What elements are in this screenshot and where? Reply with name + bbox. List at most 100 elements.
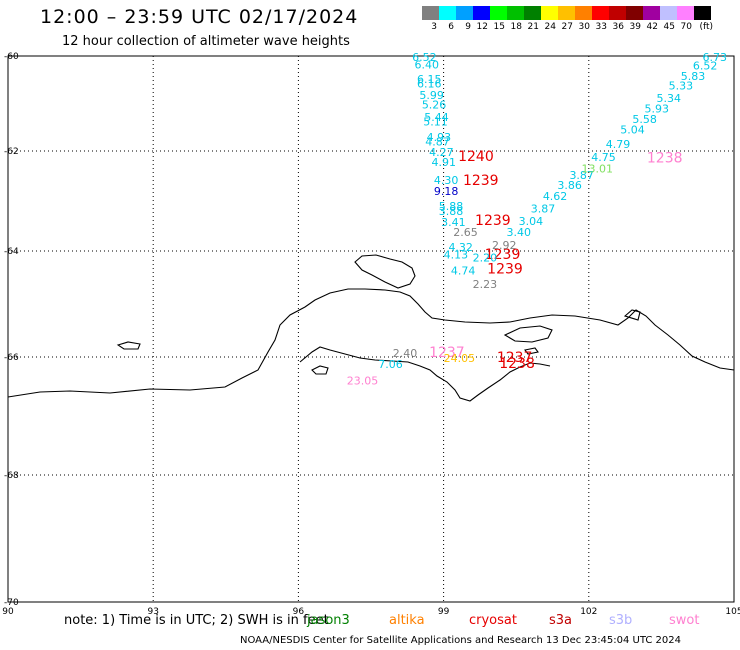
colorbar-label: (ft)	[699, 22, 713, 32]
map-title: 12:00 – 23:59 UTC 02/17/2024	[40, 6, 359, 28]
colorbar-label: 6	[448, 22, 454, 32]
colorbar-swatch	[422, 6, 439, 20]
colorbar-label: 27	[561, 22, 573, 32]
wave-height-label: 6.52	[412, 51, 437, 64]
wave-height-label: 4.74	[451, 265, 476, 278]
wave-height-label: 1239	[485, 247, 521, 263]
wave-height-label: 3.87	[569, 169, 594, 182]
colorbar-label: 45	[663, 22, 675, 32]
wave-height-label: 4.27	[429, 146, 454, 159]
colorbar-swatch	[609, 6, 626, 20]
wave-height-label: 1239	[463, 173, 499, 189]
wave-height-label: 5.44	[424, 111, 449, 124]
wave-height-label: 5.99	[419, 89, 444, 102]
wave-height-label: 6.15	[417, 73, 442, 86]
colorbar-label: 33	[595, 22, 607, 32]
wave-height-label: 3.40	[507, 226, 532, 239]
wave-height-label: 4.30	[434, 174, 459, 187]
lon-tick-label: 90	[2, 607, 14, 617]
lon-tick-label: 96	[293, 607, 305, 617]
wave-height-label: 13.01	[582, 163, 614, 176]
wave-height-label: 6.16	[417, 78, 442, 91]
wave-height-label: 4.13	[444, 249, 469, 262]
lon-tick-label: 93	[147, 607, 158, 617]
colorbar-swatch	[507, 6, 524, 20]
wave-height-label: 6.40	[415, 59, 440, 72]
wave-height-label: 23.05	[347, 375, 379, 388]
map-grid	[8, 56, 734, 602]
colorbar-label: 9	[465, 22, 471, 32]
mission-altika: altika	[389, 613, 425, 628]
colorbar-swatch	[456, 6, 473, 20]
colorbar-swatch	[490, 6, 507, 20]
wave-height-label: 5.33	[669, 79, 694, 92]
wave-height-label: 5.88	[439, 200, 464, 213]
colorbar-swatch	[575, 6, 592, 20]
colorbar-swatch	[439, 6, 456, 20]
wave-height-label: 4.32	[448, 241, 473, 254]
lat-tick-label: -70	[4, 598, 19, 608]
lat-tick-label: -62	[4, 147, 19, 157]
lat-tick-label: -66	[4, 353, 19, 363]
colorbar-swatch	[473, 6, 490, 20]
island-east	[503, 325, 553, 343]
colorbar-label: 18	[510, 22, 522, 32]
coastline-inner	[299, 346, 551, 402]
wave-height-label: 3.41	[441, 216, 466, 229]
lat-tick-label: -64	[4, 247, 19, 257]
colorbar-swatch	[660, 6, 677, 20]
wave-height-label: 5.58	[632, 113, 657, 126]
wave-height-label: 3.04	[519, 215, 544, 228]
wave-height-label: 1237	[429, 345, 465, 361]
colorbar-swatch	[694, 6, 711, 20]
wave-height-label: 2.23	[473, 278, 498, 291]
wave-height-label: 1240	[458, 149, 494, 165]
wave-height-label: 5.93	[644, 102, 669, 115]
lat-tick-label: -68	[4, 471, 19, 481]
colorbar-label: 36	[612, 22, 624, 32]
wave-height-observations: 6.526.406.156.165.995.265.445.114.934.87…	[347, 51, 727, 388]
mission-cryosat: cryosat	[469, 613, 517, 628]
wave-height-label: 1239	[475, 213, 511, 229]
axis-labels: 90 93 96 99 102 105 -60 -62 -64 -66 -68 -70	[2, 52, 740, 617]
lat-tick-label: -60	[4, 52, 19, 62]
wave-height-label: 2.92	[492, 239, 517, 252]
wave-height-label: 5.83	[681, 70, 706, 83]
wave-height-label: 5.11	[423, 116, 448, 129]
wave-height-label: 4.62	[543, 190, 568, 203]
mission-s3a: s3a	[549, 613, 573, 628]
island-tiny	[524, 347, 539, 355]
wave-height-label: 1239	[487, 262, 523, 278]
island-small	[311, 365, 329, 375]
wave-height-label: 4.87	[425, 136, 450, 149]
coastline	[7, 254, 735, 402]
colorbar-swatch	[626, 6, 643, 20]
wave-height-label: 9.18	[434, 185, 459, 198]
mission-swot: swot	[669, 613, 700, 628]
wave-height-label: 5.34	[657, 92, 682, 105]
cape-east	[623, 309, 641, 321]
colorbar-label: 39	[629, 22, 641, 32]
wave-height-label: 4.91	[432, 156, 457, 169]
wave-height-label: 1238	[647, 151, 683, 167]
map-frame	[7, 55, 735, 603]
wave-height-colorbar	[422, 6, 711, 20]
wave-height-label: 4.79	[606, 138, 631, 151]
colorbar-swatch	[541, 6, 558, 20]
footnote-text: note: 1) Time is in UTC; 2) SWH is in fe…	[64, 613, 329, 628]
colorbar-swatch	[558, 6, 575, 20]
wave-height-label: 5.04	[620, 124, 645, 137]
wave-height-label: 1237	[497, 350, 533, 366]
colorbar-label: 15	[493, 22, 505, 32]
colorbar-label: 70	[680, 22, 692, 32]
colorbar-label: 12	[476, 22, 488, 32]
colorbar-label: 3	[431, 22, 437, 32]
mission-s3b: s3b	[609, 613, 633, 628]
colorbar-label: 30	[578, 22, 590, 32]
wave-height-label: 2.20	[473, 251, 498, 264]
lon-tick-label: 105	[725, 607, 740, 617]
wave-height-label: 3.86	[557, 179, 582, 192]
island-north	[354, 254, 416, 289]
wave-height-label: 3.88	[439, 205, 464, 218]
island-west	[116, 341, 141, 350]
